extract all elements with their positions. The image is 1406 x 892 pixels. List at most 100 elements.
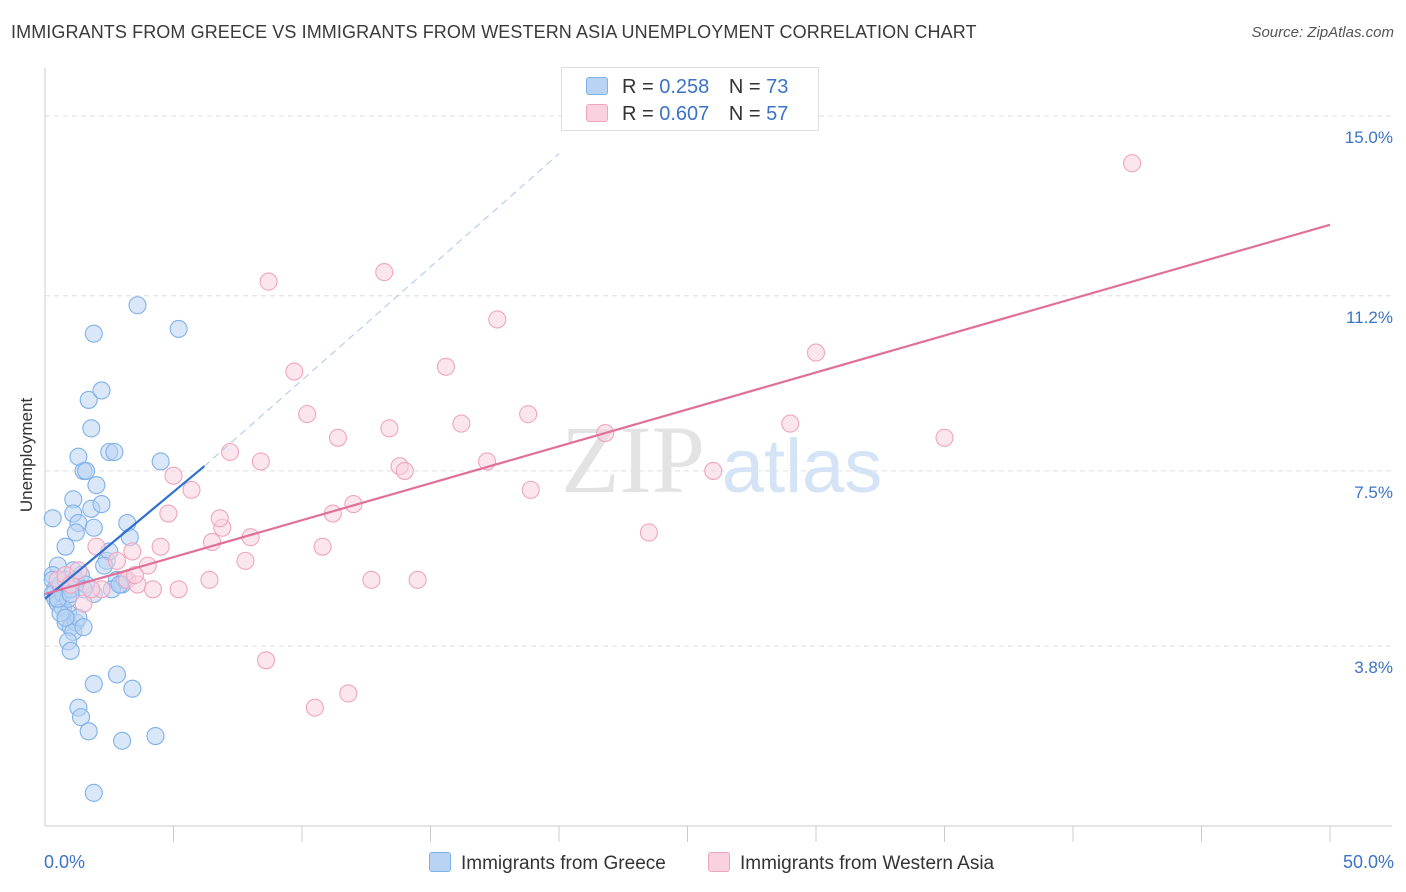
n-label: N = <box>728 103 761 125</box>
trendlines <box>44 153 1331 600</box>
greece-point <box>61 641 80 660</box>
y-tick-label: 7.5% <box>1354 482 1393 502</box>
western-asia-point <box>74 594 93 613</box>
watermark-atlas: atlas <box>722 424 883 509</box>
western-asia-point <box>935 428 954 447</box>
greece-point <box>84 518 103 537</box>
chart-title: IMMIGRANTS FROM GREECE VS IMMIGRANTS FRO… <box>11 22 977 42</box>
stats-legend-row-greece: R = 0.258 N = 73 <box>586 76 788 99</box>
greece-point <box>84 674 103 694</box>
greece-point <box>151 452 170 471</box>
greece-point <box>74 618 93 637</box>
western-asia-point <box>436 357 455 376</box>
greece-point <box>169 319 188 338</box>
western-asia-point <box>220 442 240 462</box>
n-value: 73 <box>766 76 789 98</box>
western-asia-point <box>169 580 188 599</box>
western-asia-point <box>339 684 358 703</box>
western-asia-point <box>159 504 178 523</box>
western-asia-point <box>375 263 394 282</box>
greece-point <box>56 608 75 627</box>
western-asia-point <box>251 452 270 471</box>
r-value: 0.607 <box>659 103 710 125</box>
chart-source: Source: ZipAtlas.com <box>1251 24 1394 41</box>
greece-point <box>79 722 98 741</box>
greece-point <box>128 296 147 315</box>
stats-legend: R = 0.258 N = 73 R = 0.607 N = 57 <box>561 67 819 131</box>
western-asia-point <box>143 580 162 599</box>
western-asia-point <box>236 551 255 570</box>
western-asia-point <box>87 537 106 556</box>
western-asia-point <box>200 570 219 589</box>
western-asia-point <box>210 509 229 528</box>
greece-swatch <box>586 77 608 95</box>
western-asia-point <box>395 461 414 480</box>
greece-point <box>146 727 165 746</box>
western-asia-point <box>123 542 142 561</box>
x-tick-label-max: 50.0% <box>1342 852 1394 872</box>
greece-point <box>66 523 85 542</box>
legend-label-western-asia: Immigrants from Western Asia <box>740 853 995 874</box>
western-asia-point <box>452 414 471 433</box>
western-asia-point <box>285 362 304 381</box>
western-asia-point <box>313 537 332 556</box>
western-asia-point <box>362 570 381 589</box>
n-label: N = <box>728 76 761 98</box>
western-asia-point <box>781 414 800 433</box>
western-asia-point <box>164 466 183 485</box>
western-asia-point <box>298 405 317 424</box>
greece-point <box>43 509 62 528</box>
western-asia-point <box>151 537 170 556</box>
greece-point <box>87 476 106 495</box>
greece-point <box>123 679 142 698</box>
greece-point <box>56 537 75 556</box>
western-asia-point <box>256 651 276 670</box>
greece-point <box>84 324 103 343</box>
r-label: R = <box>622 76 654 98</box>
y-tick-label: 15.0% <box>1344 127 1393 147</box>
western-asia-point <box>305 698 324 717</box>
r-label: R = <box>622 103 654 125</box>
greece-point <box>77 461 96 480</box>
y-tick-label: 11.2% <box>1346 307 1393 327</box>
greece-point <box>84 783 103 802</box>
watermark: ZIP atlas <box>561 406 882 513</box>
legend-item-western-asia: Immigrants from Western Asia <box>708 852 994 875</box>
legend-swatch-western-asia <box>708 852 730 872</box>
western-asia-trendline <box>44 223 1331 596</box>
legend-item-greece: Immigrants from Greece <box>429 852 666 875</box>
western-asia-point <box>488 310 507 329</box>
r-value: 0.258 <box>659 76 710 98</box>
western-asia-point <box>639 523 659 542</box>
greece-point <box>82 419 101 438</box>
greece-point <box>71 708 91 727</box>
x-tick-label-min: 0.0% <box>44 852 86 872</box>
western-asia-point <box>182 480 201 499</box>
greece-trendline <box>44 465 206 600</box>
greece-point <box>107 665 127 684</box>
greece-point <box>92 495 111 514</box>
western-asia-point <box>519 405 538 424</box>
western-asia-point <box>1123 154 1142 173</box>
greece-point <box>113 731 132 750</box>
western-asia-point <box>408 570 427 589</box>
legend-label-greece: Immigrants from Greece <box>461 853 666 874</box>
greece-point <box>69 447 88 466</box>
western-asia-point <box>380 419 399 438</box>
western-asia-point <box>107 551 127 570</box>
greece-trendline-extension <box>204 153 560 467</box>
axes <box>44 68 1392 842</box>
greece-point <box>79 390 98 409</box>
watermark-zip: ZIP <box>561 406 705 513</box>
greece-point <box>105 442 124 462</box>
stats-legend-row-western-asia: R = 0.607 N = 57 <box>586 103 788 126</box>
western-asia-point <box>125 566 144 585</box>
western-asia-point <box>259 272 278 291</box>
legend-swatch-greece <box>429 852 451 872</box>
greece-point <box>92 381 111 400</box>
western-asia-point <box>328 428 348 447</box>
western-asia-point <box>521 480 540 499</box>
western-asia-point <box>806 343 826 362</box>
y-tick-label: 3.8% <box>1354 658 1393 678</box>
